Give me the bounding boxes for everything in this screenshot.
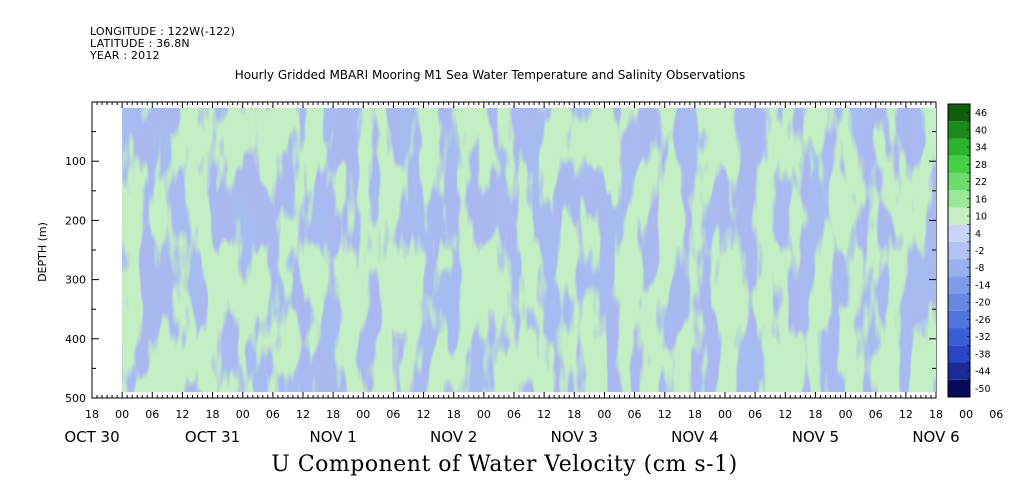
x-hour-tick-label: 00 xyxy=(959,408,973,421)
x-hour-tick-label: 18 xyxy=(567,408,581,421)
x-hour-tick-label: 12 xyxy=(899,408,913,421)
longitude-label: LONGITUDE : 122W(-122) xyxy=(90,25,236,38)
colorbar-swatch xyxy=(948,241,970,260)
x-hour-tick-label: 12 xyxy=(296,408,310,421)
data-field xyxy=(122,107,936,393)
x-hour-tick-label: 06 xyxy=(628,408,642,421)
colorbar-swatch xyxy=(948,138,970,156)
x-hour-tick-label: 18 xyxy=(85,408,99,421)
colorbar-swatch xyxy=(948,310,970,329)
x-hour-tick-label: 06 xyxy=(869,408,883,421)
colorbar: -50 -44 -38 -32 -26 -20 -14 -8 -2 4 10 16 22 28 34 40 46 xyxy=(947,103,991,398)
x-hour-tick-label: 06 xyxy=(748,408,762,421)
x-hour-tick-label: 06 xyxy=(145,408,159,421)
latitude-label: LATITUDE : 36.8N xyxy=(90,37,190,50)
x-hour-tick-label: 12 xyxy=(778,408,792,421)
x-hour-tick-label: 00 xyxy=(839,408,853,421)
x-hour-tick-label: 18 xyxy=(326,408,340,421)
colorbar-frame xyxy=(947,103,971,398)
colorbar-label: -8 xyxy=(975,263,984,274)
x-hour-tick-label: 06 xyxy=(386,408,400,421)
x-day-tick-label: NOV 5 xyxy=(792,428,839,446)
colorbar-swatch xyxy=(948,190,970,208)
x-day-tick-label: OCT 31 xyxy=(185,428,240,446)
x-day-tick-label: NOV 2 xyxy=(430,428,477,446)
y-tick-label: 200 xyxy=(65,214,86,227)
colorbar-label: -14 xyxy=(975,280,991,291)
x-day-tick-label: NOV 4 xyxy=(671,428,718,446)
velocity-heatmap-chart: 18 00 06 12 18 00 06 12 18 00 06 12 18 00 06 12 18 00 06 12… xyxy=(36,101,1003,446)
colorbar-label: 34 xyxy=(975,143,987,154)
colorbar-label: 46 xyxy=(975,108,987,119)
x-hour-tick-label: 18 xyxy=(929,408,943,421)
x-hour-tick-label: 06 xyxy=(266,408,280,421)
colorbar-swatch xyxy=(948,362,970,380)
colorbar-label: 4 xyxy=(975,229,981,240)
colorbar-label: 40 xyxy=(975,125,987,136)
y-tick-label: 100 xyxy=(65,155,86,168)
chart-title: Hourly Gridded MBARI Mooring M1 Sea Wate… xyxy=(234,68,746,82)
y-tick-label: 500 xyxy=(65,392,86,405)
x-hour-tick-label: 12 xyxy=(658,408,672,421)
colorbar-swatch xyxy=(948,207,970,225)
x-hour-tick-label: 00 xyxy=(477,408,491,421)
colorbar-swatch xyxy=(948,328,970,346)
x-hour-tick-label: 12 xyxy=(417,408,431,421)
x-hour-tick-label: 00 xyxy=(236,408,250,421)
colorbar-swatch xyxy=(948,224,970,242)
positive-velocity-cells xyxy=(122,107,936,393)
x-day-tick-label: OCT 30 xyxy=(64,428,119,446)
y-axis: 100 200 300 400 500 xyxy=(65,101,936,405)
y-axis-label: DEPTH (m) xyxy=(36,222,49,282)
x-hour-tick-label: 00 xyxy=(115,408,129,421)
colorbar-label: 22 xyxy=(975,177,987,188)
colorbar-label: 10 xyxy=(975,212,987,223)
colorbar-label: -26 xyxy=(975,315,991,326)
colorbar-label: 16 xyxy=(975,194,987,205)
x-hour-tick-label: 00 xyxy=(356,408,370,421)
x-hour-tick-label: 12 xyxy=(175,408,189,421)
y-tick-label: 400 xyxy=(65,333,86,346)
x-hour-tick-label: 18 xyxy=(447,408,461,421)
colorbar-label: 28 xyxy=(975,160,987,171)
x-hour-tick-label: 00 xyxy=(718,408,732,421)
colorbar-swatch xyxy=(948,172,970,191)
x-hour-tick-label: 18 xyxy=(206,408,220,421)
x-day-tick-label: NOV 6 xyxy=(912,428,959,446)
x-axis-label: U Component of Water Velocity (cm s-1) xyxy=(271,452,738,477)
colorbar-swatch xyxy=(948,379,970,397)
colorbar-label: -32 xyxy=(975,332,991,343)
colorbar-label: -50 xyxy=(975,384,991,395)
x-day-tick-label: NOV 1 xyxy=(309,428,356,446)
x-day-tick-label: NOV 3 xyxy=(551,428,598,446)
colorbar-label: -2 xyxy=(975,246,984,257)
colorbar-swatch xyxy=(948,259,970,277)
colorbar-swatch xyxy=(948,276,970,294)
colorbar-swatch xyxy=(948,104,970,122)
x-hour-tick-label: 00 xyxy=(597,408,611,421)
x-hour-tick-label: 06 xyxy=(507,408,521,421)
x-hour-tick-label: 18 xyxy=(688,408,702,421)
colorbar-swatch xyxy=(948,293,970,311)
x-hour-tick-label: 18 xyxy=(808,408,822,421)
colorbar-label: -20 xyxy=(975,298,991,309)
colorbar-swatch xyxy=(948,155,970,173)
colorbar-swatch xyxy=(948,345,970,363)
x-hour-tick-label: 12 xyxy=(537,408,551,421)
x-axis: 18 00 06 12 18 00 06 12 18 00 06 12 18 00 06 12 18 00 06 12… xyxy=(64,102,1003,446)
colorbar-label: -38 xyxy=(975,349,991,360)
colorbar-label: -44 xyxy=(975,367,991,378)
y-tick-label: 300 xyxy=(65,274,86,287)
x-hour-tick-label: 06 xyxy=(989,408,1003,421)
year-label: YEAR : 2012 xyxy=(90,49,160,62)
colorbar-swatch xyxy=(948,121,970,139)
